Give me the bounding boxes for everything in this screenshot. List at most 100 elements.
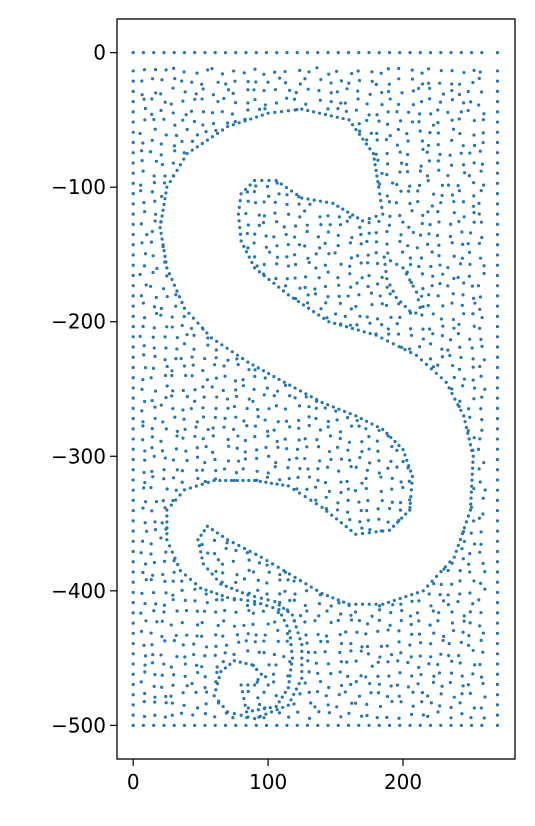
scatter-point (420, 313, 424, 317)
scatter-point (479, 374, 483, 378)
scatter-point (460, 547, 464, 551)
scatter-point (288, 636, 292, 640)
scatter-point (410, 77, 415, 81)
scatter-point (378, 294, 382, 298)
scatter-point (357, 424, 361, 428)
scatter-point (436, 209, 440, 214)
scatter-point (375, 113, 379, 117)
scatter-point (418, 129, 422, 133)
scatter-point (154, 91, 158, 95)
scatter-point (432, 631, 436, 635)
scatter-point (426, 714, 430, 718)
scatter-point (390, 487, 394, 491)
scatter-point (408, 643, 412, 647)
scatter-point (307, 423, 311, 428)
scatter-point (169, 623, 173, 627)
scatter-point (149, 542, 153, 546)
scatter-point (437, 671, 442, 675)
scatter-point (365, 102, 369, 106)
scatter-point (235, 633, 240, 637)
scatter-point (421, 213, 425, 217)
scatter-point (182, 703, 186, 707)
scatter-point (368, 461, 372, 465)
scatter-point (183, 427, 187, 431)
scatter-point (360, 526, 364, 530)
scatter-point (429, 701, 434, 705)
scatter-point (264, 480, 268, 484)
scatter-point (158, 225, 162, 230)
scatter-point (193, 434, 197, 439)
scatter-point (152, 305, 157, 309)
scatter-point (468, 591, 472, 595)
scatter-point (399, 618, 403, 623)
scatter-point (450, 659, 454, 663)
scatter-point (242, 546, 247, 551)
scatter-point (235, 588, 239, 593)
scatter-point (480, 315, 484, 320)
scatter-point (170, 315, 174, 319)
scatter-point (300, 656, 304, 660)
scatter-point (385, 122, 390, 126)
scatter-point (468, 415, 472, 419)
scatter-point (142, 264, 147, 268)
scatter-point (243, 703, 247, 707)
scatter-point (451, 363, 455, 368)
scatter-point (175, 434, 179, 438)
scatter-point (356, 97, 360, 101)
scatter-point (151, 653, 155, 657)
scatter-point (171, 458, 176, 462)
scatter-point (222, 467, 227, 471)
scatter-point (376, 674, 380, 678)
scatter-point (144, 578, 148, 582)
scatter-point (140, 409, 144, 413)
scatter-point (389, 435, 393, 440)
scatter-point (250, 260, 254, 265)
scatter-point (350, 123, 355, 127)
scatter-point (190, 355, 194, 359)
scatter-point (246, 689, 250, 694)
scatter-point (426, 303, 430, 308)
scatter-point (495, 662, 500, 666)
scatter-point (317, 89, 321, 93)
scatter-point (472, 181, 476, 185)
scatter-point (459, 110, 463, 114)
scatter-point (418, 654, 422, 658)
scatter-point (450, 391, 454, 396)
scatter-point (176, 562, 180, 567)
scatter-point (253, 178, 257, 183)
scatter-point (418, 112, 422, 116)
scatter-point (214, 376, 218, 380)
scatter-point (480, 428, 484, 432)
scatter-point (160, 162, 165, 167)
scatter-point (203, 723, 207, 727)
scatter-point (131, 529, 135, 533)
scatter-point (397, 443, 401, 448)
scatter-point (141, 378, 145, 382)
scatter-point (309, 498, 313, 502)
scatter-point (215, 682, 220, 686)
scatter-point (131, 355, 135, 359)
scatter-point (144, 562, 148, 566)
scatter-point (417, 264, 421, 269)
scatter-point (131, 427, 135, 431)
scatter-point (143, 106, 148, 111)
scatter-point (211, 93, 215, 97)
scatter-point (335, 445, 340, 449)
scatter-point (468, 610, 472, 614)
scatter-point (483, 569, 487, 574)
scatter-point (349, 528, 353, 533)
scatter-point (131, 703, 135, 707)
scatter-point (337, 294, 341, 298)
scatter-point (141, 420, 145, 424)
scatter-point (316, 671, 320, 676)
scatter-point (182, 723, 187, 727)
scatter-point (366, 518, 370, 522)
scatter-point (369, 691, 373, 695)
scatter-point (410, 474, 415, 479)
scatter-point (360, 276, 364, 280)
scatter-point (273, 200, 277, 204)
scatter-point (396, 659, 400, 663)
scatter-point (358, 455, 362, 460)
scatter-point (462, 539, 466, 544)
scatter-point (226, 358, 230, 362)
